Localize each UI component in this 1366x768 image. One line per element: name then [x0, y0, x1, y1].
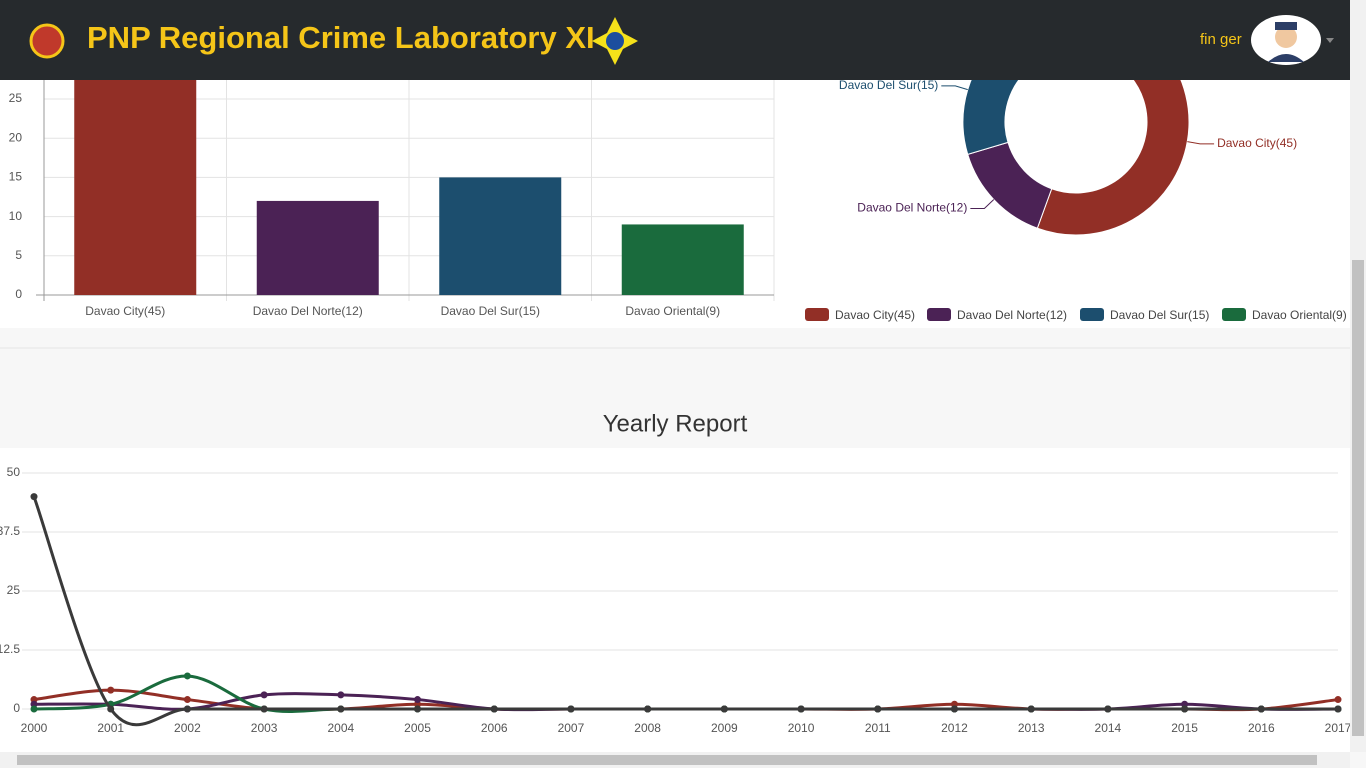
point — [797, 705, 805, 713]
point — [1257, 705, 1265, 713]
x-tick-label: 2017 — [1325, 721, 1350, 735]
x-tick-label: 2015 — [1171, 721, 1198, 735]
point — [874, 705, 882, 713]
x-tick-label: 2011 — [865, 721, 891, 735]
point — [260, 705, 268, 713]
y-tick-label: 25 — [9, 91, 23, 105]
y-tick-label: 5 — [15, 248, 22, 262]
chart-title: Yearly Report — [603, 410, 748, 437]
point — [414, 696, 422, 704]
x-tick-label: Davao Del Norte(12) — [253, 304, 363, 318]
point — [183, 696, 191, 704]
legend-swatch — [805, 308, 829, 321]
legend-label: Davao Del Sur(15) — [1110, 308, 1209, 322]
x-tick-label: Davao Oriental(9) — [625, 304, 720, 318]
user-name[interactable]: fin ger — [1200, 31, 1242, 48]
x-tick-label: 2006 — [481, 721, 508, 735]
point — [337, 691, 345, 699]
point — [260, 691, 268, 699]
x-tick-label: 2016 — [1248, 721, 1275, 735]
dashboard: 0 5 10 15 20 25 Davao City(45) Davao Del Norte(… — [0, 0, 1350, 736]
legend-swatch — [1080, 308, 1104, 321]
y-tick-label: 50 — [7, 465, 21, 479]
point — [950, 705, 958, 713]
y-tick-label: 12.5 — [0, 642, 20, 656]
x-tick-label: 2013 — [1018, 721, 1045, 735]
x-tick-label: 2012 — [941, 721, 968, 735]
x-tick-label: 2003 — [251, 721, 278, 735]
x-tick-label: 2004 — [327, 721, 354, 735]
point — [720, 705, 728, 713]
point — [644, 705, 652, 713]
point — [1334, 705, 1342, 713]
legend-label: Davao Oriental(9) — [1252, 308, 1347, 322]
point — [183, 672, 191, 680]
x-tick-label: 2007 — [558, 721, 585, 735]
point — [337, 705, 345, 713]
callout-line — [1187, 141, 1215, 145]
callout-line — [970, 199, 995, 209]
x-tick-label: 2005 — [404, 721, 431, 735]
x-tick-label: 2001 — [97, 721, 124, 735]
vertical-scrollbar[interactable] — [1350, 0, 1366, 752]
y-tick-label: 37.5 — [0, 524, 20, 538]
bar — [256, 200, 379, 295]
legend-swatch — [1222, 308, 1246, 321]
y-tick-label: 20 — [9, 130, 23, 144]
x-tick-label: 2009 — [711, 721, 738, 735]
point — [1027, 705, 1035, 713]
avatar[interactable] — [1250, 10, 1340, 70]
y-tick-label: 25 — [7, 583, 21, 597]
point — [183, 705, 191, 713]
y-tick-label: 10 — [9, 209, 23, 223]
bar — [621, 224, 744, 295]
point — [1104, 705, 1112, 713]
point — [490, 705, 498, 713]
y-tick-label: 0 — [15, 287, 22, 301]
x-tick-label: Davao City(45) — [85, 304, 165, 318]
point — [30, 705, 38, 713]
legend-swatch — [927, 308, 951, 321]
y-tick-label: 15 — [9, 170, 23, 184]
x-tick-label: 2010 — [788, 721, 815, 735]
x-tick-label: Davao Del Sur(15) — [441, 304, 540, 318]
point — [107, 686, 115, 694]
point — [1334, 696, 1342, 704]
legend-label: Davao Del Norte(12) — [957, 308, 1067, 322]
x-tick-label: 2008 — [634, 721, 661, 735]
callout-line — [941, 85, 968, 91]
y-tick-label: 0 — [13, 701, 20, 715]
badge — [592, 17, 638, 65]
header: PNP Regional Crime Laboratory XI fin ger — [0, 0, 1350, 80]
legend-label: Davao City(45) — [835, 308, 915, 322]
point — [567, 705, 575, 713]
x-tick-label: 2002 — [174, 721, 201, 735]
horizontal-scrollbar[interactable] — [0, 752, 1350, 768]
point — [30, 493, 38, 501]
point — [107, 705, 115, 713]
bar — [439, 177, 562, 295]
app-title: PNP Regional Crime Laboratory XI — [87, 20, 595, 55]
x-tick-label: 2000 — [21, 721, 48, 735]
logos — [29, 23, 65, 59]
point — [414, 705, 422, 713]
x-tick-label: 2014 — [1095, 721, 1122, 735]
slice-label: Davao City(45) — [1217, 136, 1297, 150]
slice-label: Davao Del Sur(15) — [839, 78, 938, 92]
slice-label: Davao Del Norte(12) — [857, 201, 967, 215]
point — [1181, 705, 1189, 713]
